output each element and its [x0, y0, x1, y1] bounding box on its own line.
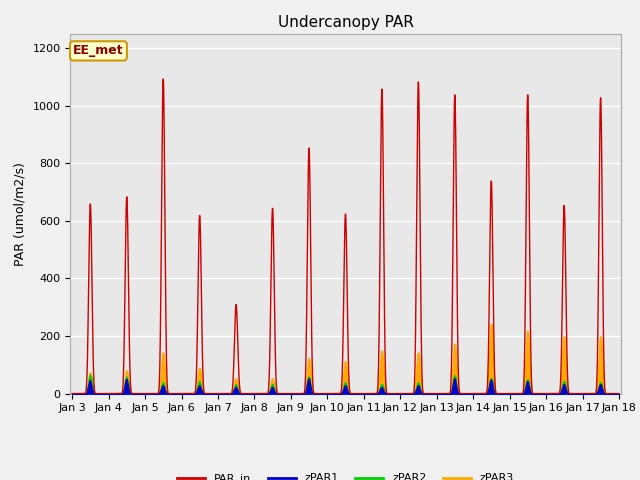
Title: Undercanopy PAR: Undercanopy PAR	[278, 15, 413, 30]
Legend: PAR_in, zPAR1, zPAR2, zPAR3: PAR_in, zPAR1, zPAR2, zPAR3	[173, 469, 518, 480]
Y-axis label: PAR (umol/m2/s): PAR (umol/m2/s)	[14, 162, 27, 265]
Text: EE_met: EE_met	[73, 44, 124, 58]
